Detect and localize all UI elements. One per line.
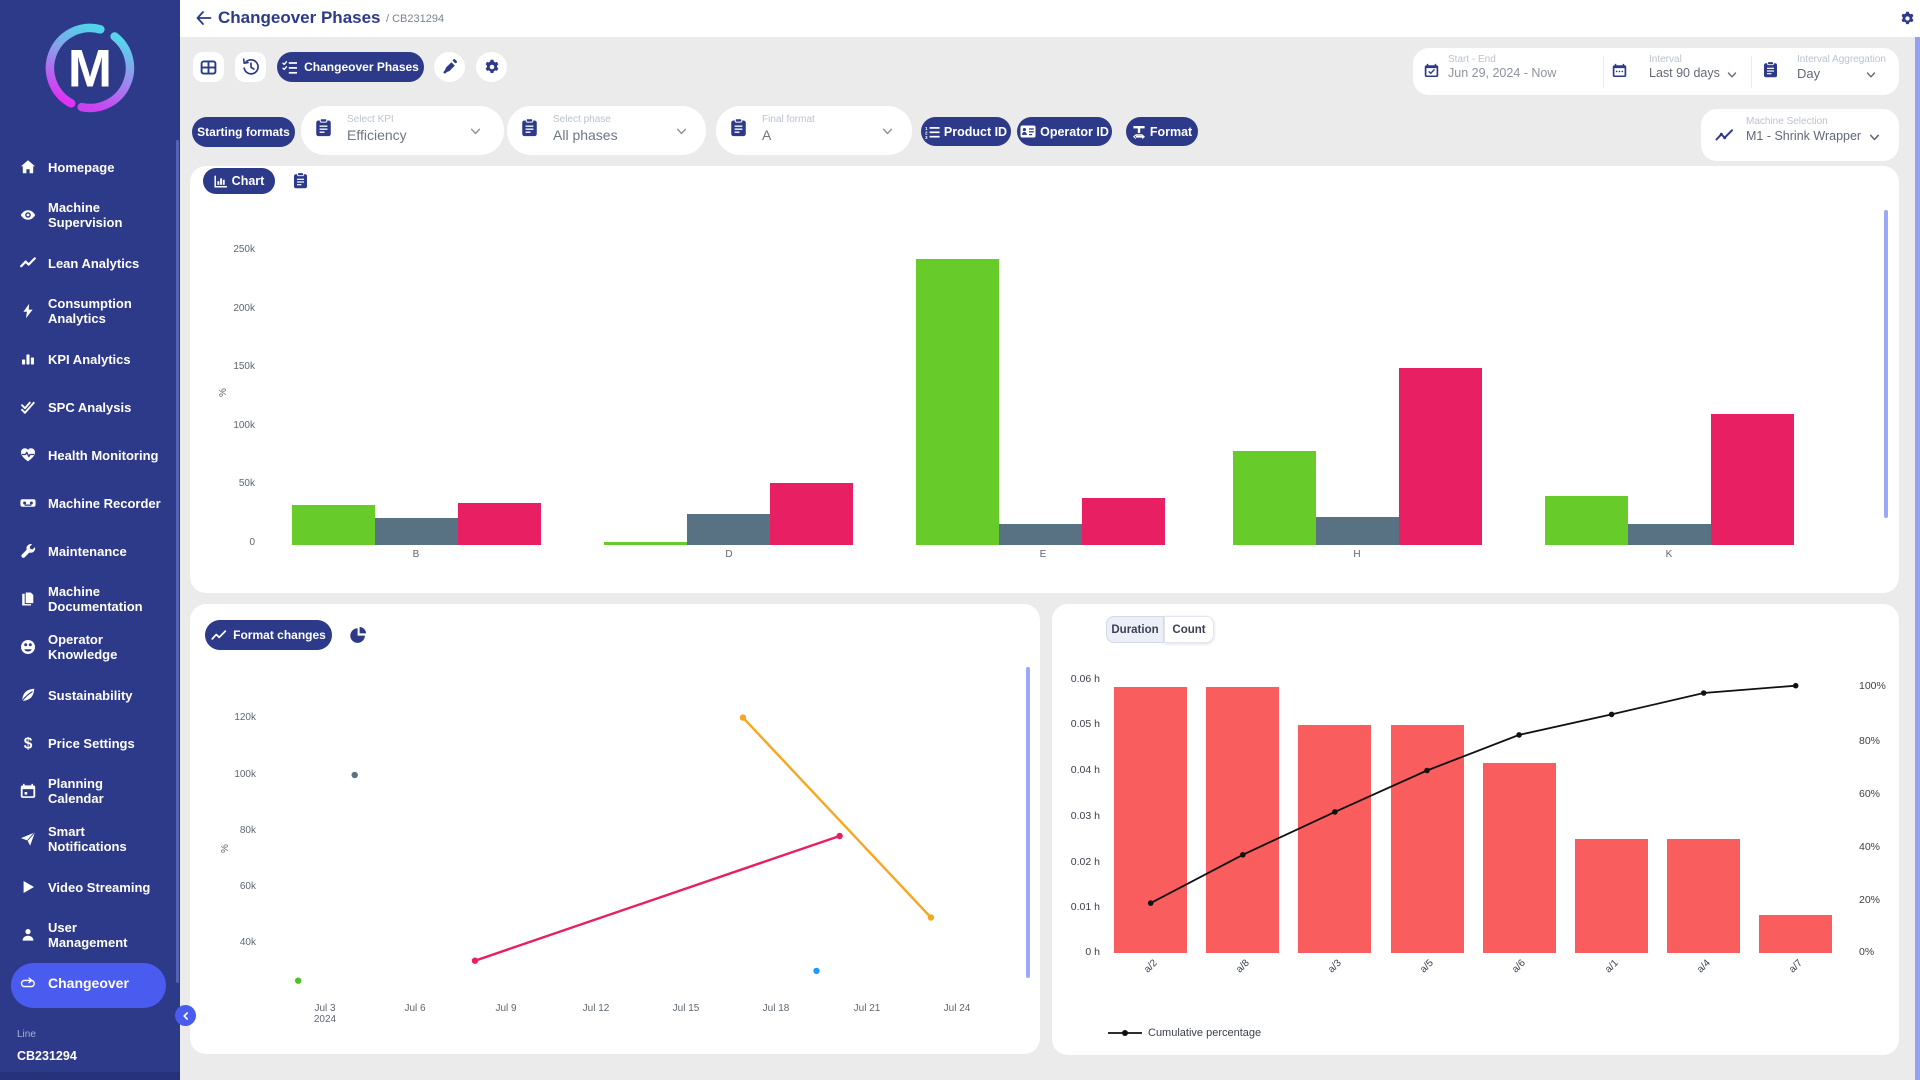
svg-text:1: 1: [925, 125, 928, 130]
svg-text:$: $: [24, 735, 33, 751]
svg-text:3: 3: [925, 134, 928, 138]
svg-text:2: 2: [925, 130, 928, 135]
svg-text:M: M: [68, 40, 112, 99]
